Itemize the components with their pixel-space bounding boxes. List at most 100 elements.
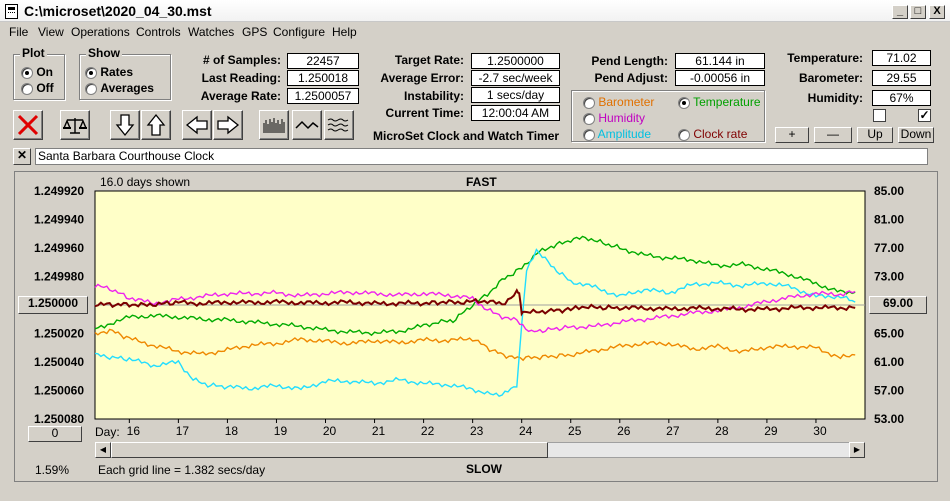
clear-button[interactable] [13, 110, 43, 140]
samples-value: 22457 [287, 53, 359, 69]
app-icon[interactable] [5, 4, 18, 19]
sensor-clockrate-label: Clock rate [693, 127, 748, 141]
sensor-humidity-label: Humidity [598, 111, 646, 125]
line-view-button[interactable] [292, 110, 322, 140]
menu-watches[interactable]: Watches [188, 25, 235, 39]
average-error-value: -2.7 sec/week [471, 70, 560, 86]
menu-help[interactable]: Help [332, 25, 357, 39]
show-rates-option[interactable]: Rates [85, 65, 133, 79]
x-tick-label: 25 [568, 424, 582, 438]
zero-button[interactable]: 0 [28, 426, 82, 442]
plot-on-radio[interactable] [21, 66, 33, 79]
down-arrow-icon [115, 114, 135, 137]
plot-group-title: Plot [20, 46, 47, 60]
current-time-label: Current Time: [385, 106, 464, 120]
menu-view[interactable]: View [38, 25, 64, 39]
x-tick-label: 16 [127, 424, 141, 438]
sensor-temperature-option[interactable]: Temperature [678, 95, 761, 109]
right-tick-label: 53.00 [874, 412, 904, 426]
sensor-amplitude-label: Amplitude [597, 127, 652, 141]
right-tick-label: 65.00 [874, 327, 904, 341]
scroll-right-button[interactable]: ▶ [849, 442, 865, 458]
maximize-button[interactable]: □ [910, 5, 926, 19]
histogram-icon [263, 118, 285, 133]
center-rate-button[interactable]: 1.250000 [18, 296, 88, 314]
show-group: Show [79, 46, 171, 100]
plot-off-option[interactable]: Off [21, 81, 54, 95]
menu-configure[interactable]: Configure [273, 25, 326, 39]
show-averages-label: Averages [100, 81, 154, 95]
sensor-clockrate-radio[interactable] [678, 128, 690, 141]
sensor-humidity-option[interactable]: Humidity [583, 111, 645, 125]
clock-name-field[interactable]: Santa Barbara Courthouse Clock [35, 148, 928, 165]
menu-gps[interactable]: GPS [242, 25, 268, 39]
histogram-view-button[interactable] [259, 110, 289, 140]
sensor-barometer-option[interactable]: Barometer [583, 95, 654, 109]
scroll-left-button[interactable]: ◀ [95, 442, 111, 458]
sensor-temperature-radio[interactable] [678, 96, 690, 109]
left-tick-label: 1.250060 [34, 384, 84, 398]
sensor-barometer-label: Barometer [598, 95, 655, 109]
scale-minus-button[interactable]: — [814, 127, 852, 143]
fast-label: FAST [466, 175, 497, 189]
show-rates-label: Rates [100, 65, 134, 79]
sensor-amplitude-option[interactable]: Amplitude [583, 127, 651, 141]
line-graph-icon [295, 120, 319, 130]
center-sensor-button[interactable]: 69.00 [869, 296, 927, 314]
temperature-label: Temperature: [787, 51, 863, 65]
x-tick-label: 20 [323, 424, 337, 438]
show-averages-option[interactable]: Averages [85, 81, 154, 95]
show-averages-radio[interactable] [85, 82, 97, 95]
up-arrow-icon [146, 113, 166, 136]
barometer-value: 29.55 [872, 70, 931, 86]
right-axis-ticks: 85.00 81.00 77.00 73.00 65.00 61.00 57.00 53.00 [874, 184, 904, 426]
x-tick-label: 26 [617, 424, 631, 438]
plot-off-radio[interactable] [21, 82, 33, 95]
average-rate-label: Average Rate: [200, 89, 281, 103]
close-window-button[interactable]: X [929, 5, 945, 19]
clear-name-button[interactable]: ✕ [13, 148, 31, 165]
show-rates-radio[interactable] [85, 66, 97, 79]
menu-controls[interactable]: Controls [136, 25, 181, 39]
target-rate-value[interactable]: 1.2500000 [471, 53, 560, 69]
right-arrow-button[interactable] [213, 110, 243, 140]
balance-button[interactable] [60, 110, 90, 140]
x-tick-label: 28 [715, 424, 729, 438]
percent-label: 1.59% [35, 463, 70, 477]
grid-note-label: Each grid line = 1.382 secs/day [98, 463, 266, 477]
days-shown-label: 16.0 days shown [100, 175, 191, 189]
sensor-humidity-radio[interactable] [583, 112, 595, 125]
pend-length-value[interactable]: 61.144 in [675, 53, 765, 69]
scrollbar-thumb[interactable] [111, 442, 548, 458]
left-arrow-button[interactable] [182, 110, 212, 140]
sensor-clockrate-option[interactable]: Clock rate [678, 127, 747, 141]
sensor-amplitude-radio[interactable] [583, 128, 595, 141]
down-arrow-button[interactable] [110, 110, 140, 140]
up-arrow-button[interactable] [141, 110, 171, 140]
option-checkbox-1[interactable] [873, 109, 886, 122]
option-checkbox-2[interactable]: ✓ [918, 108, 931, 122]
x-tick-label: 21 [372, 424, 386, 438]
plot-on-option[interactable]: On [21, 65, 53, 79]
left-tick-label: 1.249940 [34, 213, 84, 227]
noise-view-button[interactable] [324, 110, 354, 140]
series-line-humidity [94, 283, 856, 334]
average-rate-value: 1.2500057 [287, 88, 359, 104]
minimize-button[interactable]: _ [892, 5, 908, 19]
day-axis-label: Day: [95, 425, 120, 439]
left-tick-label: 1.249960 [34, 241, 84, 255]
instability-label: Instability: [403, 89, 464, 103]
scroll-up-button[interactable]: Up [857, 127, 893, 143]
series-line-amplitude [94, 248, 856, 398]
scale-plus-button[interactable]: + [775, 127, 809, 143]
left-axis-ticks: 1.249920 1.249940 1.249960 1.249980 1.250020… [34, 184, 84, 426]
menu-operations[interactable]: Operations [71, 25, 130, 39]
menu-file[interactable]: File [9, 25, 29, 39]
scroll-down-button[interactable]: Down [898, 127, 934, 143]
x-tick-label: 30 [813, 424, 827, 438]
x-axis-ticks: 16 17 18 19 20 21 22 23 24 25 26 27 28 29 30 [127, 419, 827, 438]
last-reading-label: Last Reading: [201, 71, 281, 85]
sensor-barometer-radio[interactable] [583, 96, 595, 109]
plot-off-label: Off [36, 81, 54, 95]
